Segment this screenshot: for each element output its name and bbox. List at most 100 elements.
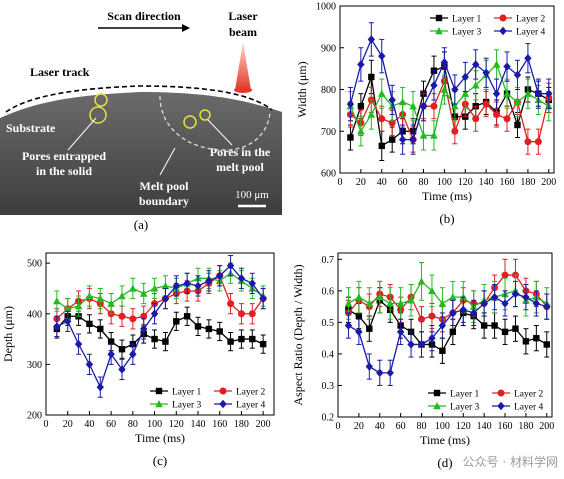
data-point <box>227 300 235 308</box>
x-tick-label: 160 <box>212 419 227 430</box>
data-point <box>449 328 457 336</box>
x-tick-label: 160 <box>498 421 513 432</box>
legend-label: Layer 1 <box>450 390 480 400</box>
data-point <box>129 315 137 323</box>
data-point <box>53 297 61 305</box>
legend-label: Layer 1 <box>452 15 482 25</box>
x-tick-label: 20 <box>63 419 73 430</box>
y-axis-label: Depth (μm) <box>1 306 15 362</box>
x-tick-label: 140 <box>479 177 494 188</box>
data-point <box>471 81 480 89</box>
pores-melt-label: Pores in the <box>210 145 271 159</box>
data-point <box>53 322 61 331</box>
pointer-line <box>159 147 176 176</box>
legend-label: Layer 2 <box>514 390 544 400</box>
data-point <box>493 111 501 119</box>
x-tick-label: 40 <box>84 419 94 430</box>
data-point <box>524 138 532 146</box>
x-tick-label: 20 <box>354 421 364 432</box>
panel-label-a: (a) <box>134 217 148 232</box>
data-point <box>205 325 213 333</box>
data-point <box>139 289 148 297</box>
data-point <box>430 131 438 139</box>
data-point <box>118 292 126 300</box>
data-point <box>428 333 436 343</box>
x-tick-label: 40 <box>375 421 385 432</box>
data-point <box>480 299 488 308</box>
panel-a: Scan direction Laser beam Laser track Su… <box>0 0 282 235</box>
legend-item: Layer 4 <box>214 399 266 411</box>
y-tick-label: 600 <box>321 169 336 180</box>
laser-beam-label: Laser <box>228 9 258 23</box>
data-point <box>96 382 104 392</box>
data-point <box>419 131 428 139</box>
data-point <box>129 350 137 359</box>
data-point <box>512 325 519 332</box>
data-point <box>440 58 449 67</box>
data-point <box>440 85 449 93</box>
data-point <box>461 72 469 82</box>
data-point <box>430 81 438 90</box>
data-point <box>172 281 180 291</box>
micrograph-svg: Scan direction Laser beam Laser track Su… <box>0 9 282 232</box>
data-point <box>501 271 509 279</box>
data-point <box>514 121 521 129</box>
pores-solid-label: Pores entrapped <box>22 149 106 163</box>
data-point <box>173 318 180 325</box>
data-point <box>501 328 509 336</box>
data-point <box>513 98 522 106</box>
data-point <box>449 308 457 318</box>
y-tick-label: 800 <box>321 85 336 96</box>
y-tick-label: 0.4 <box>322 349 335 360</box>
x-axis-label: Time (ms) <box>135 431 185 445</box>
depth-chart: 0 20 40 60 80 100 120 140 160 180 200 200 300 400 500 T… <box>1 252 275 468</box>
legend-item: Layer 1 <box>430 15 482 25</box>
laser-track-label: Laser track <box>30 65 90 79</box>
legend-item: Layer 1 <box>428 390 480 400</box>
x-tick-label: 120 <box>458 177 473 188</box>
data-point <box>107 350 115 359</box>
data-point <box>107 299 115 307</box>
data-point <box>375 293 384 301</box>
chart-b: 0 20 40 60 80 100 120 140 160 180 200 600 700 800 900 1… <box>282 0 564 237</box>
data-point <box>96 294 105 302</box>
data-point <box>74 302 83 310</box>
data-point <box>433 389 441 397</box>
data-point <box>430 102 438 110</box>
data-point <box>503 115 511 123</box>
y-tick-label: 0.3 <box>322 381 335 392</box>
x-tick-label: 60 <box>106 419 116 430</box>
scan-direction-label: Scan direction <box>107 9 181 23</box>
data-point <box>344 321 353 330</box>
data-point <box>388 136 396 143</box>
data-point <box>376 368 384 378</box>
pointer-line <box>207 119 233 146</box>
data-point <box>226 261 235 270</box>
data-point <box>435 27 443 35</box>
data-point <box>398 135 407 144</box>
data-point <box>216 328 223 335</box>
data-point <box>366 325 373 332</box>
data-point <box>396 299 405 307</box>
data-point <box>227 338 234 345</box>
legend-item: Layer 2 <box>214 387 266 398</box>
legend-label: Layer 4 <box>236 401 266 411</box>
arrow-head-icon <box>182 24 190 32</box>
data-point <box>451 102 459 110</box>
data-point <box>532 299 541 308</box>
data-point <box>107 338 115 345</box>
data-point <box>543 341 550 348</box>
x-tick-label: 120 <box>169 419 184 430</box>
data-point <box>459 305 467 314</box>
y-tick-label: 0.2 <box>322 413 335 424</box>
chart-c: 0 20 40 60 80 100 120 140 160 180 200 200 300 400 500 T… <box>0 237 282 474</box>
data-point <box>183 313 191 320</box>
data-point <box>499 14 507 22</box>
data-point <box>64 317 72 326</box>
data-point <box>503 62 511 71</box>
width-chart: 0 20 40 60 80 100 120 140 160 180 200 600 700 800 900 1… <box>295 2 556 227</box>
data-point <box>205 276 213 286</box>
x-tick-label: 0 <box>44 419 49 430</box>
data-point <box>491 322 498 329</box>
x-axis-label: Time (ms) <box>420 433 470 447</box>
